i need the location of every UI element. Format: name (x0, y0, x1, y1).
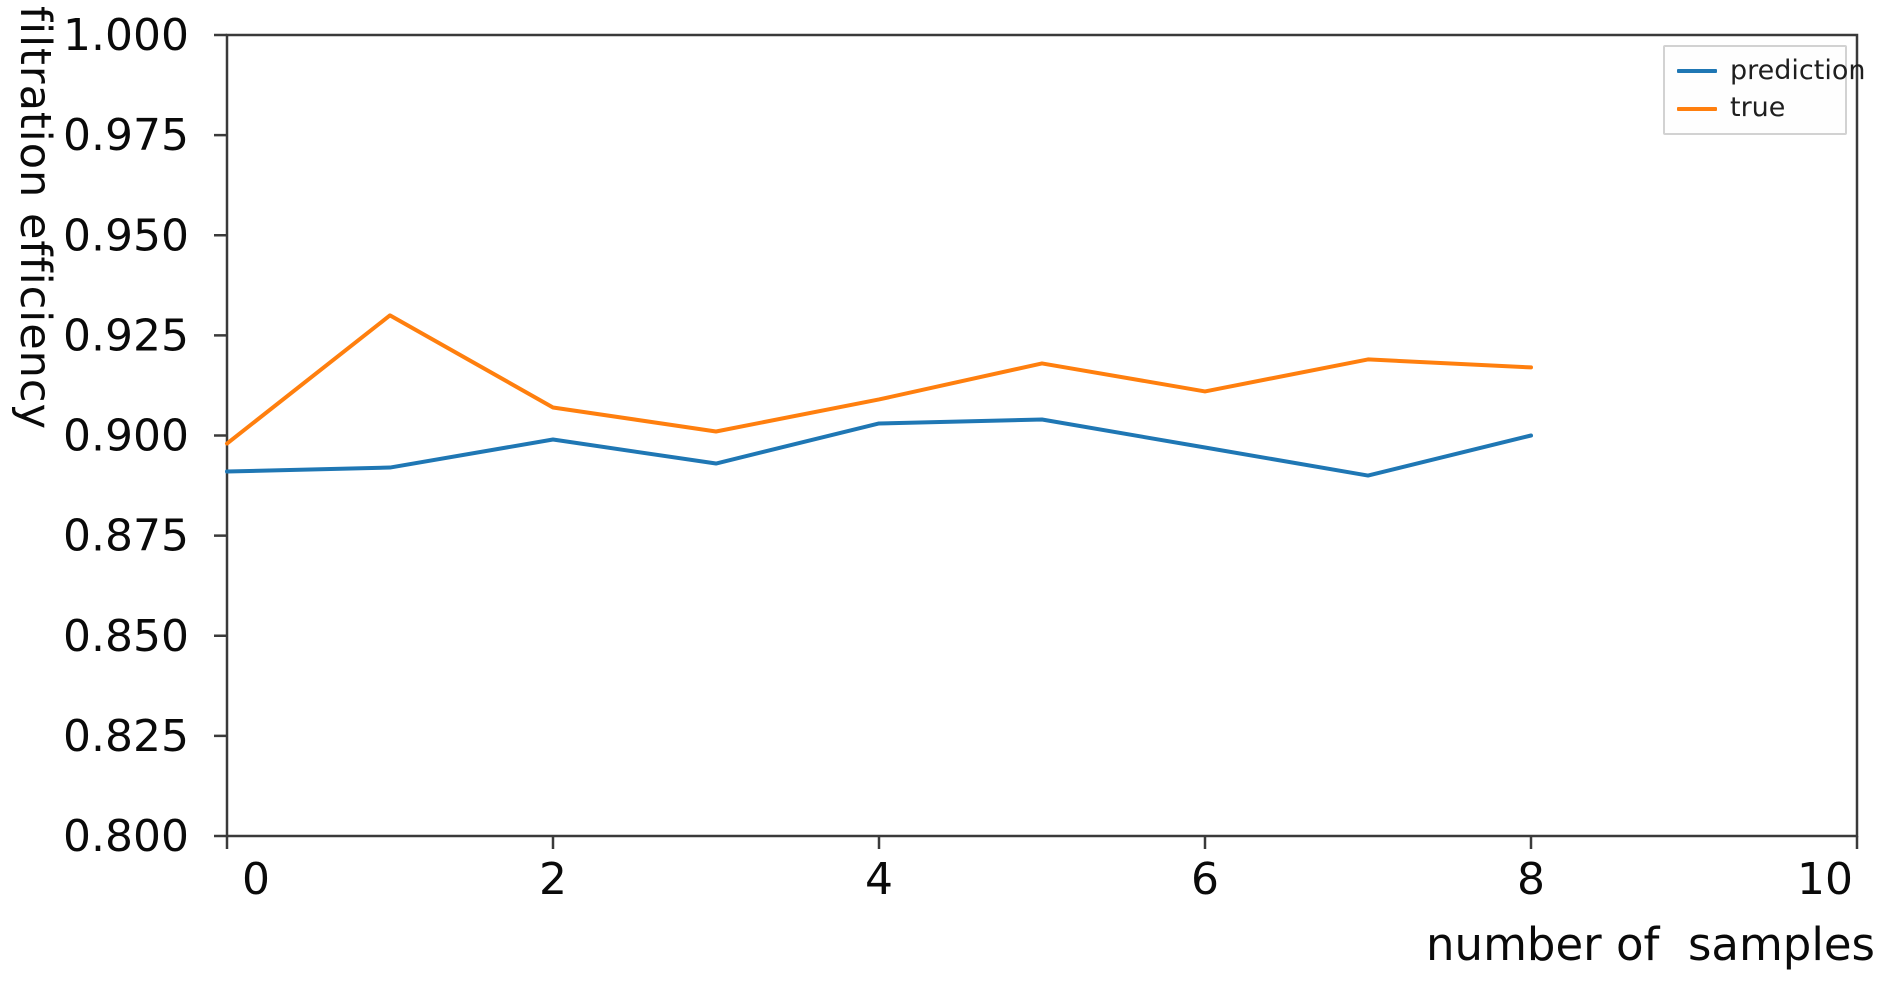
legend-label-prediction: prediction (1730, 55, 1866, 86)
legend-item-true: true (1677, 92, 1833, 124)
prediction-line-swatch (1677, 69, 1717, 74)
y-tick-label: 0.950 (63, 210, 189, 261)
legend-item-prediction: prediction (1677, 56, 1865, 85)
x-axis-title: number of samples (1426, 918, 1875, 971)
series-line-prediction (225, 417, 1533, 478)
y-tick-label: 0.900 (63, 411, 189, 462)
y-tick-label: 0.825 (63, 711, 189, 762)
x-tick-label: 6 (1191, 854, 1219, 905)
legend: prediction true (1663, 45, 1865, 135)
x-tick-label: 4 (865, 854, 893, 905)
legend-label-true: true (1730, 92, 1786, 124)
x-tick-label: 10 (1797, 854, 1853, 905)
x-tick-label: 2 (539, 854, 567, 905)
y-tick-label: 0.975 (63, 110, 189, 161)
y-tick-label: 0.850 (63, 611, 189, 662)
true-line-swatch (1677, 106, 1717, 111)
y-tick-label: 1.000 (63, 10, 189, 61)
y-tick-label: 0.875 (63, 511, 189, 562)
series-line-true (225, 313, 1533, 446)
y-tick-label: 0.925 (63, 310, 189, 361)
plot-frame (225, 33, 1859, 838)
y-tick-label: 0.800 (63, 811, 189, 862)
x-tick-label: 0 (242, 854, 270, 905)
y-axis-title: filtration efficiency (10, 6, 60, 431)
x-tick-label: 8 (1517, 854, 1545, 905)
